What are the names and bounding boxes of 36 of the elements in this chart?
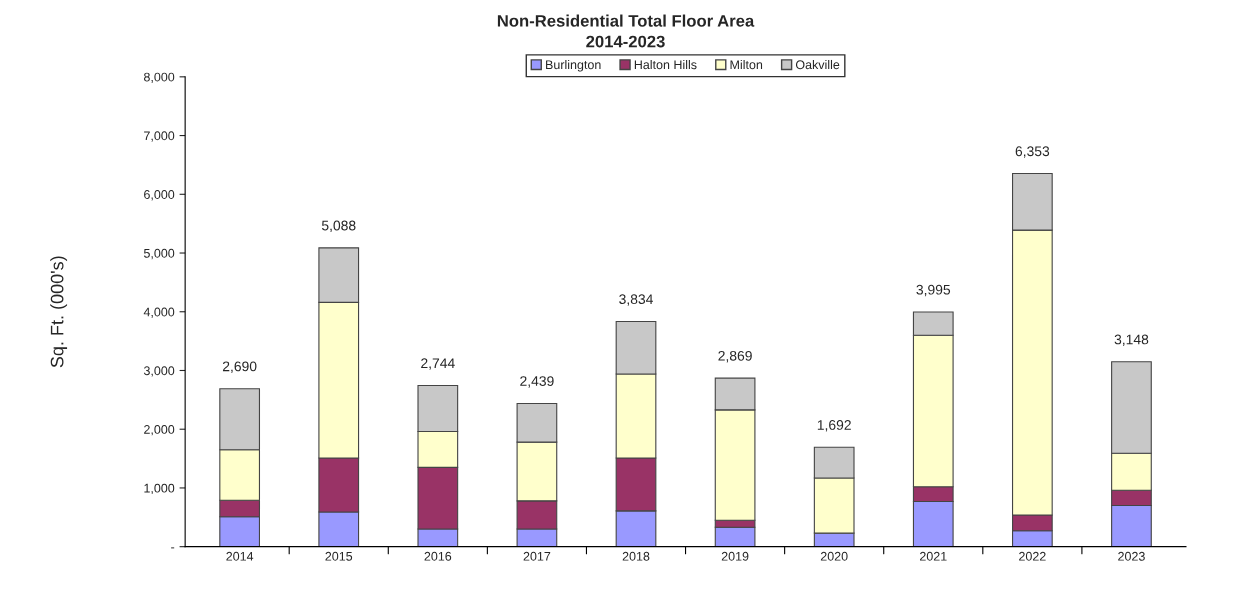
- x-tick-label: 2016: [424, 551, 452, 561]
- chart-subtitle: 2014-2023: [586, 35, 665, 48]
- x-tick-label: 2017: [523, 551, 551, 561]
- total-label: 1,692: [817, 420, 851, 432]
- x-tick-label: 2022: [1019, 551, 1046, 561]
- total-label: 5,088: [321, 220, 356, 233]
- legend-label: Burlington: [546, 59, 601, 72]
- total-label: 3,834: [619, 294, 653, 306]
- y-tick-label: 4,000: [143, 307, 175, 318]
- x-tick-label: 2020: [820, 551, 848, 561]
- y-tick-label: 1,000: [144, 483, 175, 495]
- y-tick-label: 7,000: [144, 131, 175, 142]
- x-tick-label: 2021: [920, 551, 947, 561]
- y-tick-label: 6,000: [144, 190, 175, 201]
- total-label: 2,869: [718, 350, 752, 363]
- total-label: 2,439: [520, 376, 554, 388]
- x-tick-label: 2014: [226, 551, 254, 561]
- legend-label: Oakville: [795, 59, 840, 70]
- total-label: 6,353: [1015, 146, 1050, 158]
- x-tick-label: 2018: [622, 551, 650, 561]
- total-label: 3,148: [1114, 334, 1149, 346]
- x-tick-label: 2023: [1118, 551, 1145, 561]
- y-axis-title: Sq. Ft. (000's): [50, 256, 68, 368]
- total-label: 2,690: [222, 361, 257, 373]
- y-tick-label: -: [171, 547, 175, 549]
- legend-label: Halton Hills: [634, 59, 697, 70]
- x-tick-label: 2015: [325, 551, 353, 561]
- total-label: 2,744: [421, 358, 455, 370]
- y-tick-label: 3,000: [143, 366, 175, 377]
- total-label: 3,995: [916, 284, 951, 297]
- x-tick-label: 2019: [721, 551, 749, 561]
- y-tick-label: 2,000: [144, 425, 175, 436]
- chart-title: Non-Residential Total Floor Area: [497, 14, 755, 27]
- legend-label: Milton: [730, 59, 763, 70]
- y-tick-label: 5,000: [143, 248, 175, 260]
- y-tick-label: 8,000: [144, 72, 175, 83]
